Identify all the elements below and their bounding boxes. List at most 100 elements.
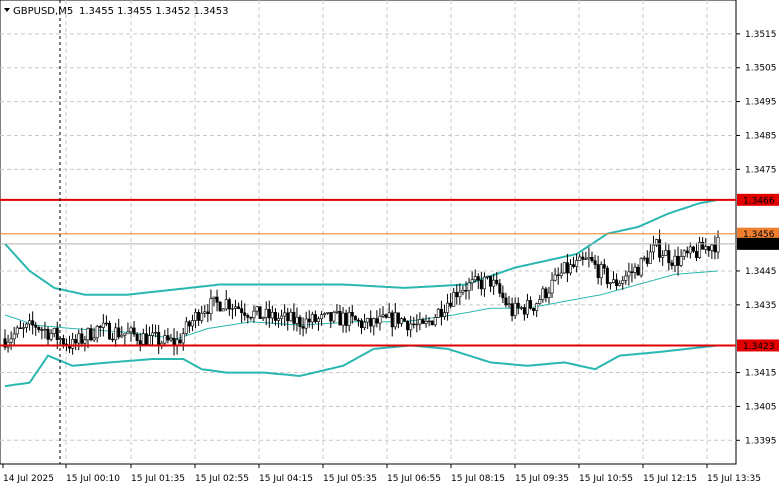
candle-body <box>258 306 262 319</box>
candle-body <box>633 266 637 273</box>
candle-body <box>221 308 225 312</box>
candle-body <box>147 335 151 345</box>
candle-body <box>424 321 428 324</box>
candle-body <box>135 333 139 341</box>
candle-body <box>313 314 317 322</box>
candle-body <box>442 312 446 317</box>
level-label-1.3466: 1.3466 <box>743 196 775 206</box>
candle-body <box>516 302 520 309</box>
candlesticks <box>3 229 720 356</box>
level-label-bg <box>737 227 779 240</box>
candle-body <box>415 323 419 326</box>
candle-body <box>572 264 576 267</box>
y-tick-label: 1.3515 <box>745 30 777 40</box>
x-tick-label: 15 Jul 09:35 <box>515 474 569 484</box>
candle-body <box>21 327 25 329</box>
candle-body <box>479 279 483 290</box>
candle-body <box>77 333 81 344</box>
candle-body <box>107 323 111 340</box>
candle-body <box>587 256 591 260</box>
candle-body <box>612 279 616 283</box>
candle-body <box>92 337 96 341</box>
level-label-1.3423: 1.3423 <box>743 342 775 352</box>
grid <box>0 0 736 464</box>
candle-body <box>676 255 680 266</box>
plot-area[interactable] <box>0 0 737 465</box>
candle-body <box>132 327 136 335</box>
x-tick-label: 15 Jul 02:55 <box>195 474 249 484</box>
candle-body <box>194 312 198 321</box>
candle-body <box>584 258 588 260</box>
candle-body <box>688 246 692 254</box>
candle-body <box>46 328 50 340</box>
candle-body <box>452 291 456 307</box>
x-tick-label: 15 Jul 04:15 <box>259 474 313 484</box>
candle-body <box>427 320 431 323</box>
candle-body <box>694 250 698 258</box>
candle-body <box>154 332 158 334</box>
candle-body <box>433 317 437 326</box>
dropdown-triangle-icon[interactable] <box>4 8 10 12</box>
candle-body <box>212 296 216 299</box>
candle-body <box>495 279 499 284</box>
candle-body <box>470 279 474 284</box>
candle-body <box>310 314 314 323</box>
candle-body <box>492 279 496 287</box>
candle-body <box>86 328 90 341</box>
candle-body <box>519 307 523 309</box>
candle-body <box>605 267 609 284</box>
candle-body <box>372 318 376 327</box>
candle-body <box>393 312 397 328</box>
candle-body <box>464 289 468 292</box>
level-label-bg <box>737 339 779 352</box>
price-labels: 1.3466 1.3456 1.3423 1.3453 <box>737 193 779 352</box>
candle-body <box>627 271 631 277</box>
candle-body <box>384 314 388 318</box>
y-tick-label: 1.3475 <box>745 165 777 175</box>
candle-body <box>237 306 241 309</box>
candle-body <box>498 283 502 294</box>
candle-body <box>344 312 348 326</box>
candle-body <box>636 266 640 276</box>
candle-body <box>704 246 708 250</box>
candle-body <box>535 303 539 311</box>
candle-body <box>246 315 250 318</box>
candle-body <box>350 312 354 317</box>
candle-body <box>664 250 668 256</box>
candle-body <box>326 312 330 314</box>
candle-body <box>98 325 102 328</box>
candle-body <box>120 334 124 338</box>
candle-body <box>83 339 87 344</box>
y-tick-label: 1.3505 <box>745 64 777 74</box>
candle-body <box>184 321 188 334</box>
candle-body <box>547 292 551 298</box>
candle-body <box>513 302 517 317</box>
candle-body <box>215 296 219 303</box>
bollinger-lower-band <box>4 344 719 388</box>
candle-body <box>504 297 508 306</box>
candle-body <box>178 339 182 344</box>
candle-body <box>15 327 19 335</box>
x-tick-label: 15 Jul 12:15 <box>643 474 697 484</box>
level-label-1.3456: 1.3456 <box>743 230 775 240</box>
candle-body <box>292 311 296 324</box>
candle-body <box>691 246 695 252</box>
candle-body <box>522 307 526 315</box>
bollinger-upper-band <box>4 198 719 296</box>
candle-body <box>298 316 302 328</box>
candle-body <box>329 312 333 322</box>
candle-body <box>138 340 142 345</box>
candle-body <box>642 257 646 260</box>
candle-body <box>455 291 459 298</box>
y-tick-label: 1.3485 <box>745 131 777 141</box>
candle-body <box>446 302 450 313</box>
candle-body <box>645 257 649 264</box>
candle-body <box>273 312 277 321</box>
candle-body <box>701 241 705 250</box>
candle-body <box>9 338 13 343</box>
x-tick-label: 15 Jul 10:55 <box>579 474 633 484</box>
candle-body <box>473 276 477 281</box>
candle-body <box>117 327 121 338</box>
